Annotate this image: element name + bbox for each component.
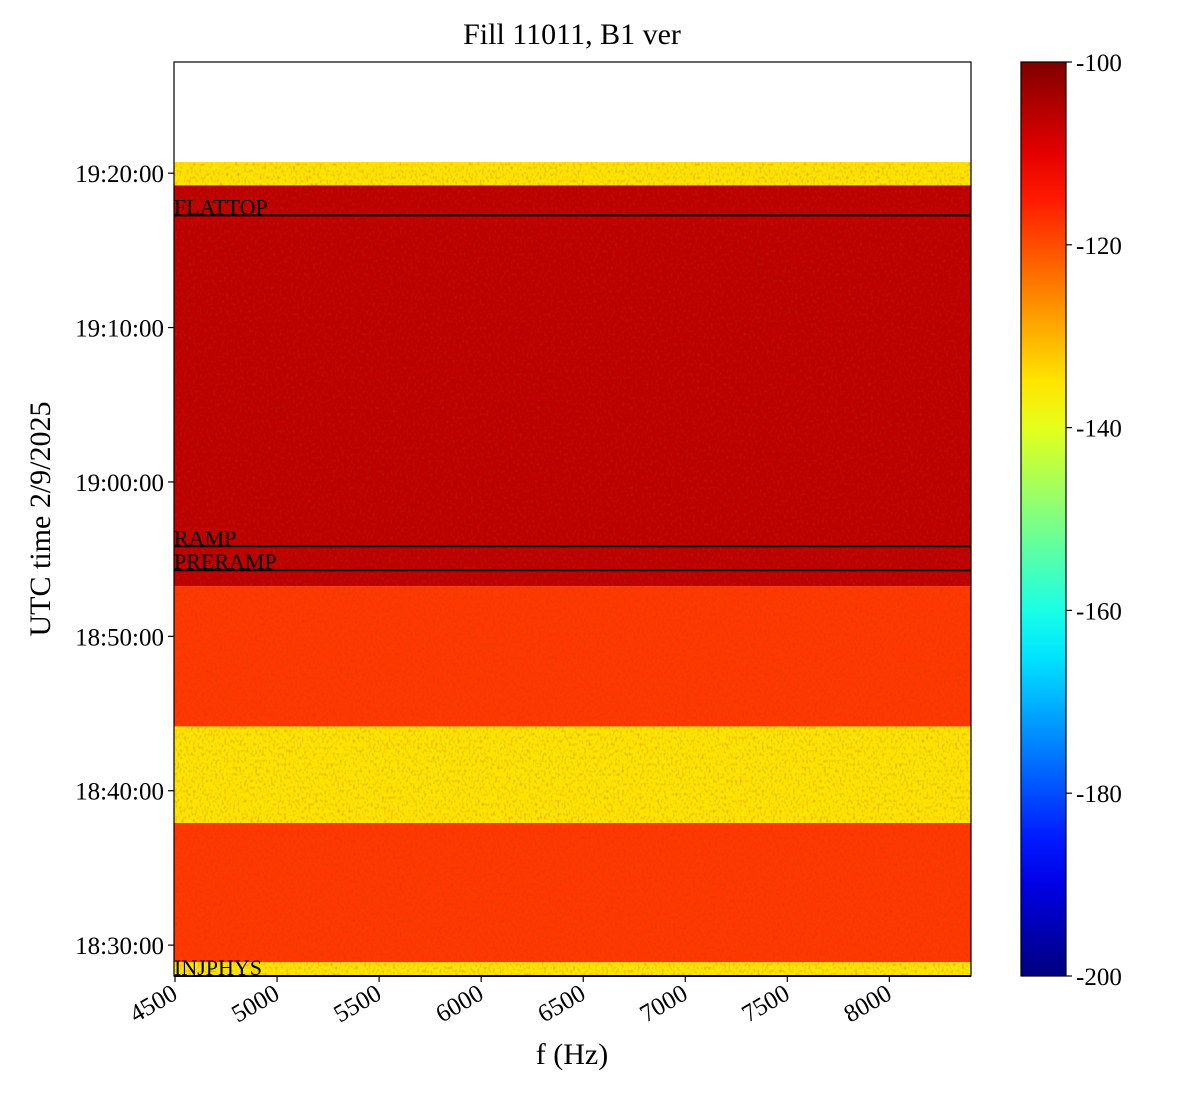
x-tick-label: 7000	[635, 980, 692, 1028]
band-texture	[174, 162, 971, 186]
x-tick-label: 6000	[431, 980, 488, 1028]
x-axis-label: f (Hz)	[536, 1038, 608, 1071]
y-tick-label: 19:20:00	[75, 161, 164, 188]
x-tick-label: 6500	[533, 980, 590, 1028]
y-tick-label: 18:50:00	[75, 624, 164, 651]
band-texture	[174, 962, 971, 976]
y-tick-label: 19:00:00	[75, 470, 164, 497]
x-tick-label: 5000	[227, 980, 284, 1028]
band-texture	[174, 185, 971, 587]
colorbar-tick-label: -200	[1076, 964, 1122, 991]
colorbar-tick-label: -180	[1076, 781, 1122, 808]
y-axis-label: UTC time 2/9/2025	[24, 402, 57, 637]
x-tick-label: 7500	[738, 980, 795, 1028]
y-tick-label: 18:40:00	[75, 779, 164, 806]
y-tick-label: 18:30:00	[75, 933, 164, 960]
colorbar-tick-label: -120	[1076, 233, 1122, 260]
band-texture	[174, 822, 971, 963]
colorbar-tick-label: -160	[1076, 598, 1122, 625]
phase-label: RAMP	[174, 525, 236, 550]
colorbar-tick-label: -140	[1076, 416, 1122, 443]
colorbar-tick-label: -100	[1076, 50, 1122, 77]
plot-frame	[173, 61, 972, 977]
phase-label: FLATTOP	[174, 194, 268, 219]
band-texture	[174, 586, 971, 727]
y-tick-label: 19:10:00	[75, 316, 164, 343]
chart-title: Fill 11011, B1 ver	[463, 18, 681, 51]
band-texture	[174, 726, 971, 823]
x-tick-label: 8000	[840, 980, 897, 1028]
colorbar	[1020, 61, 1067, 977]
phase-label: PRERAMP	[174, 549, 277, 574]
x-tick-label: 4500	[125, 980, 182, 1028]
x-tick-label: 5500	[329, 980, 386, 1028]
